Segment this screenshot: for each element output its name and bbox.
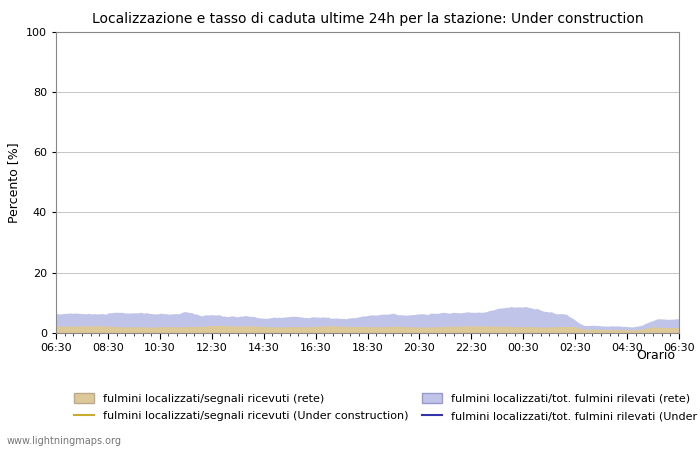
Y-axis label: Percento [%]: Percento [%] (8, 142, 20, 223)
Text: www.lightningmaps.org: www.lightningmaps.org (7, 436, 122, 446)
Text: Orario: Orario (636, 349, 676, 362)
Title: Localizzazione e tasso di caduta ultime 24h per la stazione: Under construction: Localizzazione e tasso di caduta ultime … (92, 12, 643, 26)
Legend: fulmini localizzati/segnali ricevuti (rete), fulmini localizzati/segnali ricevut: fulmini localizzati/segnali ricevuti (re… (74, 393, 700, 421)
